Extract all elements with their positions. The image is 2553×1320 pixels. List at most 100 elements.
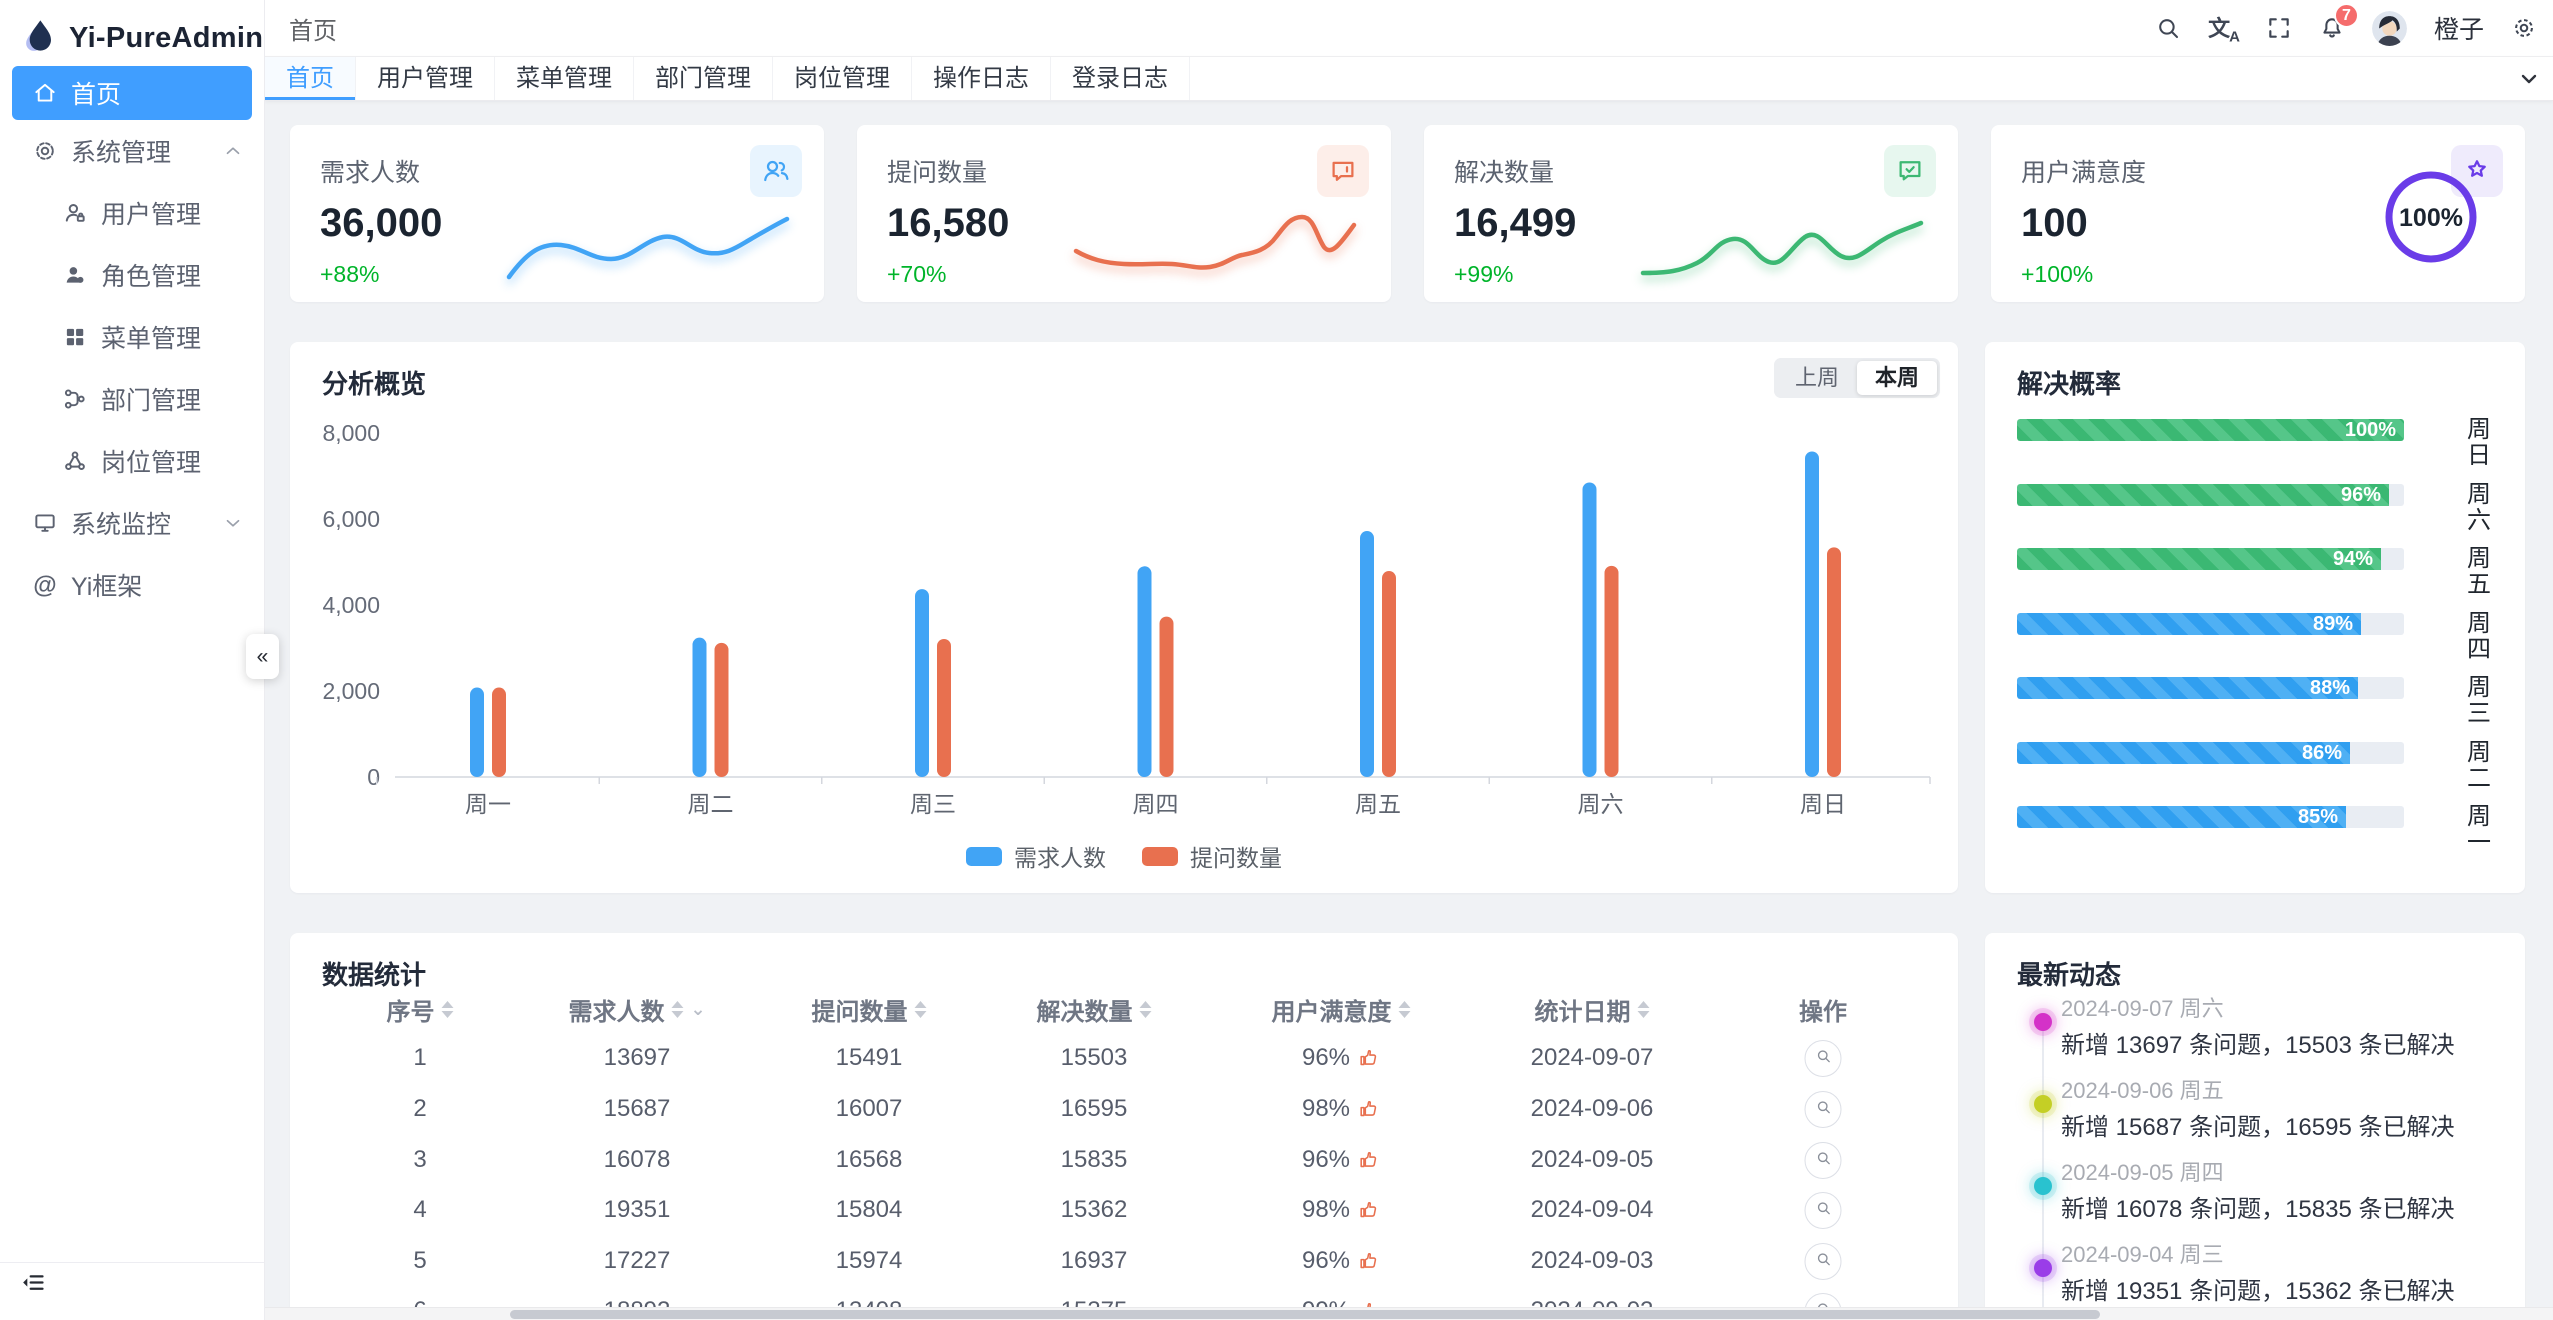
grid-icon xyxy=(62,324,88,350)
menu-fold-icon[interactable] xyxy=(20,1269,47,1301)
bar-chart: 0 2,000 4,000 6,000 8,000 周一 周二 周三 周四 周五 周六 周日 xyxy=(310,400,1938,852)
sidebar-item-label: 部门管理 xyxy=(101,387,202,415)
sidebar-item-2[interactable]: 用户管理 xyxy=(0,182,264,244)
sidebar-item-label: 系统管理 xyxy=(71,139,172,167)
sidebar-item-8[interactable]: @ Yi框架 xyxy=(0,554,264,616)
sidebar-item-label: 系统监控 xyxy=(71,511,172,539)
svg-text:周一: 周一 xyxy=(465,791,511,817)
sidebar-item-0[interactable]: 首页 xyxy=(12,66,252,120)
fullscreen-icon[interactable] xyxy=(2266,15,2292,41)
timeline-dot-3 xyxy=(2034,1259,2052,1277)
timeline-date-3: 2024-09-04 周三 xyxy=(2061,1242,2224,1267)
progress-day-label: 周六 xyxy=(2467,480,2491,534)
thumb-up-icon xyxy=(1360,1202,1377,1218)
tab-4[interactable]: 岗位管理 xyxy=(773,57,912,100)
sort-caret-icon[interactable] xyxy=(671,1000,684,1018)
sidebar-item-1[interactable]: 系统管理 xyxy=(0,120,264,182)
logo[interactable]: Yi-PureAdmin xyxy=(0,0,264,62)
view-row-button-1[interactable] xyxy=(1804,1091,1842,1128)
column-label: 用户满意度 xyxy=(1271,998,1392,1026)
column-header-3[interactable]: 解决数量 xyxy=(1036,993,1152,1026)
card-delta: +88% xyxy=(320,261,380,287)
cell-date-0: 2024-09-07 xyxy=(1530,1044,1654,1071)
view-row-button-3[interactable] xyxy=(1804,1192,1842,1229)
column-header-5[interactable]: 统计日期 xyxy=(1535,993,1650,1026)
svg-text:周四: 周四 xyxy=(1133,791,1179,817)
sidebar-collapse-button[interactable]: « xyxy=(246,634,279,679)
view-row-button-0[interactable] xyxy=(1804,1040,1842,1077)
sidebar-menu: 首页系统管理用户管理角色管理菜单管理部门管理岗位管理系统监控 @ Yi框架 xyxy=(0,66,264,616)
progress-track: 86% xyxy=(2017,741,2404,764)
sort-caret-icon[interactable] xyxy=(441,1000,454,1018)
sparkline xyxy=(506,216,790,280)
progress-track: 96% xyxy=(2017,483,2404,506)
progress-percent: 86% xyxy=(2301,741,2342,764)
tab-3[interactable]: 部门管理 xyxy=(634,57,773,100)
horizontal-scrollbar[interactable] xyxy=(265,1307,2553,1320)
timeline-content-3: 新增 19351 条问题，15362 条已解决 xyxy=(2061,1278,2455,1305)
sort-caret-icon[interactable] xyxy=(1139,1000,1152,1018)
column-header-0[interactable]: 序号 xyxy=(387,993,454,1026)
card-title: 解决数量 xyxy=(1454,159,1555,187)
navbar-actions: 文A 7 橙子 xyxy=(2155,0,2553,56)
sort-caret-icon[interactable] xyxy=(1398,1000,1411,1018)
cell-date-3: 2024-09-04 xyxy=(1530,1196,1654,1223)
cell-demand-2: 16078 xyxy=(603,1146,671,1173)
card-value: 100 xyxy=(2021,201,2088,245)
tabs-chevron-down-icon[interactable] xyxy=(2517,67,2541,91)
sidebar-item-6[interactable]: 岗位管理 xyxy=(0,430,264,492)
card-value: 16,580 xyxy=(887,201,1010,245)
cell-no-0: 1 xyxy=(413,1044,427,1071)
data-statistics-panel: 数据统计 序号 需求人数 ⌄ 提问数量 解决数量 用户满意度 统计日期 操作 1 13697 15… xyxy=(290,933,1958,1320)
legend-item-0[interactable]: 需求人数 xyxy=(966,839,1106,873)
search-icon[interactable] xyxy=(2155,15,2181,41)
svg-text:2,000: 2,000 xyxy=(322,678,380,704)
settings-gear-icon[interactable] xyxy=(2511,15,2537,41)
legend-swatch xyxy=(1142,846,1178,866)
scrollbar-thumb[interactable] xyxy=(510,1310,2100,1319)
filter-chevron-icon[interactable]: ⌄ xyxy=(690,998,706,1019)
gear-icon xyxy=(32,138,58,164)
stat-card-2: 解决数量 16,499 +99% xyxy=(1424,125,1958,302)
sort-caret-icon[interactable] xyxy=(1637,1000,1650,1018)
breadcrumb[interactable]: 首页 xyxy=(289,17,337,45)
progress-track: 89% xyxy=(2017,612,2404,635)
stat-card-0: 需求人数 36,000 +88% xyxy=(290,125,824,302)
user-icon xyxy=(62,200,88,226)
range-button-1[interactable]: 本周 xyxy=(1856,361,1937,395)
column-header-4[interactable]: 用户满意度 xyxy=(1271,993,1411,1026)
tab-5[interactable]: 操作日志 xyxy=(912,57,1051,100)
view-row-button-2[interactable] xyxy=(1804,1142,1842,1179)
column-header-1[interactable]: 需求人数 ⌄ xyxy=(568,993,706,1026)
avatar[interactable] xyxy=(2371,10,2407,46)
sidebar-item-7[interactable]: 系统监控 xyxy=(0,492,264,554)
sidebar-item-5[interactable]: 部门管理 xyxy=(0,368,264,430)
sidebar: Yi-PureAdmin 首页系统管理用户管理角色管理菜单管理部门管理岗位管理系… xyxy=(0,0,279,1320)
sidebar-item-3[interactable]: 角色管理 xyxy=(0,244,264,306)
username[interactable]: 橙子 xyxy=(2433,16,2484,44)
tab-0[interactable]: 首页 xyxy=(265,57,356,100)
sort-caret-icon[interactable] xyxy=(914,1000,927,1018)
column-header-2[interactable]: 提问数量 xyxy=(812,993,927,1026)
legend-item-1[interactable]: 提问数量 xyxy=(1142,839,1282,873)
view-row-button-4[interactable] xyxy=(1804,1243,1842,1280)
thumb-up-icon xyxy=(1360,1253,1377,1269)
sidebar-item-4[interactable]: 菜单管理 xyxy=(0,306,264,368)
thumb-up-icon xyxy=(1360,1152,1377,1168)
tab-2[interactable]: 菜单管理 xyxy=(495,57,634,100)
progress-track: 85% xyxy=(2017,806,2404,828)
column-label: 解决数量 xyxy=(1036,998,1133,1026)
range-button-0[interactable]: 上周 xyxy=(1794,365,1839,390)
legend-label: 提问数量 xyxy=(1190,845,1282,871)
tab-1[interactable]: 用户管理 xyxy=(356,57,495,100)
satisfaction-ring: 100% xyxy=(2379,165,2483,269)
translate-icon[interactable]: 文A xyxy=(2208,15,2240,46)
tab-6[interactable]: 登录日志 xyxy=(1051,57,1190,100)
stat-card-1: 提问数量 16,580 +70% xyxy=(857,125,1391,302)
notification-bell-icon[interactable]: 7 xyxy=(2319,3,2359,41)
sidebar-item-label: Yi框架 xyxy=(71,573,143,601)
progress-track: 100% xyxy=(2017,419,2404,441)
sidebar-item-label: 角色管理 xyxy=(101,263,202,291)
progress-percent: 89% xyxy=(2312,612,2353,635)
